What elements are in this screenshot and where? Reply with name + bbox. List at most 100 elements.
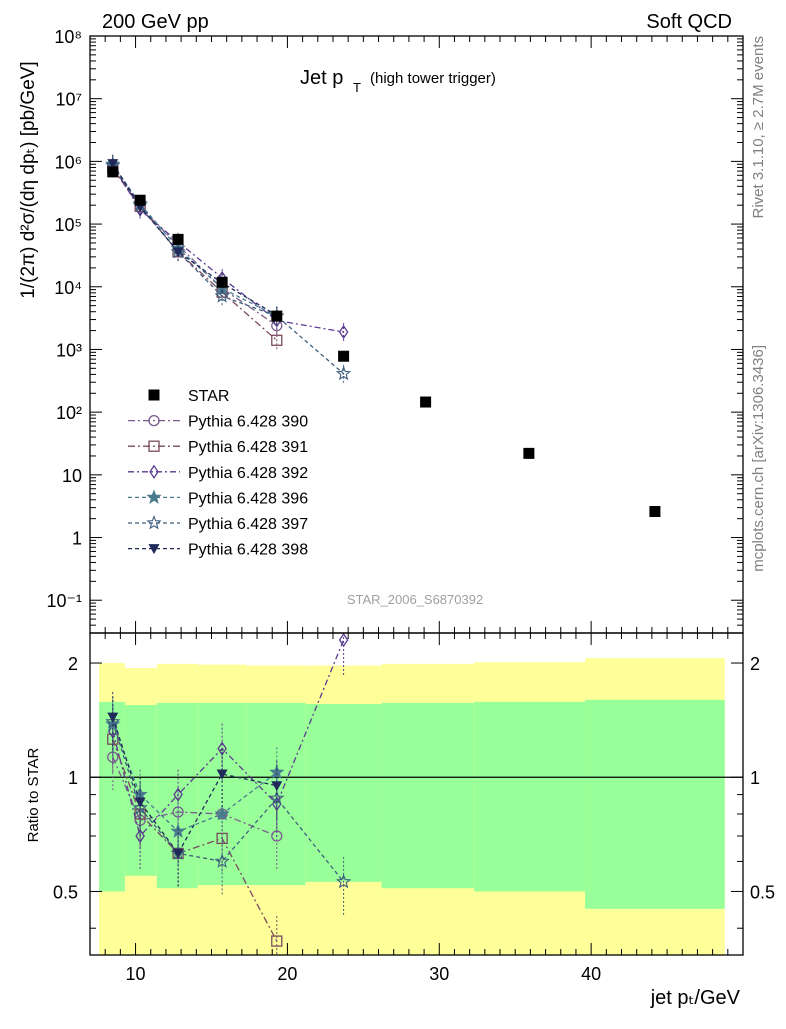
- legend-label: Pythia 6.428 391: [188, 439, 308, 456]
- title-main: Jet p: [300, 67, 343, 89]
- series-ratio-point: [338, 632, 349, 648]
- data-point: [649, 506, 661, 518]
- series-line-main: [112, 163, 278, 317]
- series-point: [335, 365, 352, 381]
- series-line-main: [112, 165, 345, 375]
- mcplots-site-text: mcplots.cern.ch [arXiv:1306.3436]: [750, 345, 767, 572]
- legend-marker: [148, 414, 160, 427]
- series-ratio-point: [271, 781, 283, 792]
- series-ratio-point: [271, 935, 283, 947]
- ratio-y-tick-label-left: 2: [68, 654, 78, 674]
- series-line-main: [112, 163, 278, 316]
- series-point: [214, 288, 230, 303]
- legend-entry: Pythia 6.428 392: [128, 464, 308, 482]
- ratio-band-inner: [381, 702, 475, 889]
- header-right: Soft QCD: [646, 11, 732, 33]
- ratio-y-axis-label: Ratio to STAR: [25, 747, 42, 842]
- data-point: [523, 447, 535, 459]
- rivet-version-text: Rivet 3.1.10, ≥ 2.7M events: [750, 36, 767, 219]
- header-left: 200 GeV pp: [102, 11, 209, 33]
- series-line-ratio: [112, 721, 345, 883]
- ratio-y-tick-label-right: 2: [750, 654, 760, 674]
- legend-marker: [148, 440, 160, 452]
- data-point: [420, 396, 432, 408]
- ratio-band-inner: [585, 699, 725, 909]
- series-ratio-point: [216, 769, 228, 780]
- y-tick-label: 10⁵: [55, 215, 82, 235]
- ratio-band-inner: [305, 703, 382, 882]
- y-axis-label: 1/(2π) d²σ/(dη dpₜ) [pb/GeV]: [18, 61, 39, 298]
- series-ratio-point: [335, 873, 352, 889]
- ratio-y-tick-label-right: 1: [750, 768, 760, 788]
- title-extra: (high tower trigger): [370, 70, 496, 87]
- x-tick-label: 40: [581, 964, 601, 984]
- series-ratio-point: [173, 787, 183, 802]
- legend-entry: Pythia 6.428 398: [128, 542, 308, 559]
- y-tick-label: 10³: [56, 340, 82, 360]
- series-ratio-point: [214, 853, 230, 868]
- legend-entry: Pythia 6.428 391: [128, 439, 308, 456]
- data-point: [271, 310, 283, 322]
- x-tick-label: 10: [126, 964, 146, 984]
- series-line-main: [112, 167, 278, 341]
- series-point: [271, 334, 283, 346]
- data-point: [338, 350, 350, 362]
- legend-entry: Pythia 6.428 390: [128, 414, 308, 431]
- data-point: [134, 194, 146, 206]
- legend-entry: STAR: [148, 388, 229, 405]
- series-line-main: [112, 165, 344, 333]
- series-layer: [105, 154, 661, 955]
- series-point: [338, 324, 349, 340]
- data-series-star: [107, 166, 661, 518]
- y-tick-label: 10⁷: [55, 90, 82, 110]
- y-tick-label: 1: [72, 529, 82, 549]
- legend-label: Pythia 6.428 397: [188, 516, 308, 533]
- series-ratio-point: [134, 797, 146, 808]
- legend-label: Pythia 6.428 398: [188, 542, 308, 559]
- legend: STAR Pythia 6.428 390 Pythia 6.428 391 Pyth…: [128, 388, 308, 559]
- series-line-ratio: [112, 639, 345, 838]
- y-tick-label: 10⁴: [54, 278, 82, 298]
- title-subscript: T: [353, 80, 361, 95]
- y-tick-label: 10: [62, 466, 82, 486]
- series-ratio-point: [107, 712, 119, 723]
- series-ratio-point: [214, 805, 230, 821]
- y-tick-label: 10⁻¹: [46, 591, 82, 611]
- legend-entry: Pythia 6.428 396: [128, 489, 308, 507]
- legend-marker: [148, 389, 160, 401]
- x-tick-label: 30: [429, 964, 449, 984]
- legend-label: Pythia 6.428 396: [188, 490, 308, 507]
- ratio-band-inner: [156, 702, 198, 889]
- y-tick-label: 10⁸: [54, 27, 82, 47]
- ratio-band-inner: [99, 701, 125, 892]
- y-tick-label: 10²: [56, 403, 82, 423]
- series-point: [172, 247, 184, 258]
- ratio-band-inner: [474, 701, 586, 892]
- ratio-panel-frame: [89, 632, 744, 956]
- data-point: [172, 233, 184, 245]
- data-point: [107, 166, 119, 178]
- axes-layer: 10 20 30 40 10⁻¹ 1 10 10² 10³ 10⁴ 10⁵ 10⁶ 10⁷ 10⁸ 0.5 0…: [46, 27, 775, 984]
- legend-entry: Pythia 6.428 397: [128, 514, 308, 533]
- plot-title: Jet p T (high tower trigger): [300, 67, 496, 95]
- series-ratio-point: [172, 848, 184, 859]
- ratio-y-tick-label-left: 0.5: [53, 882, 78, 902]
- legend-label: Pythia 6.428 392: [188, 465, 308, 482]
- legend-marker: [149, 464, 159, 479]
- series-ratio-point: [135, 828, 145, 844]
- legend-label: Pythia 6.428 390: [188, 414, 308, 431]
- legend-marker: [146, 489, 162, 504]
- ratio-y-tick-label-left: 1: [68, 768, 78, 788]
- legend-label: STAR: [188, 388, 229, 405]
- x-axis-label: jet pₜ/GeV: [650, 987, 741, 1009]
- x-tick-label: 20: [277, 964, 297, 984]
- series-point: [107, 159, 119, 170]
- legend-marker: [146, 514, 162, 530]
- data-point: [216, 276, 228, 288]
- ratio-uncertainty-bands: [90, 658, 743, 955]
- legend-marker: [148, 544, 160, 555]
- analysis-tag: STAR_2006_S6870392: [347, 592, 483, 607]
- y-tick-label: 10⁶: [55, 152, 82, 172]
